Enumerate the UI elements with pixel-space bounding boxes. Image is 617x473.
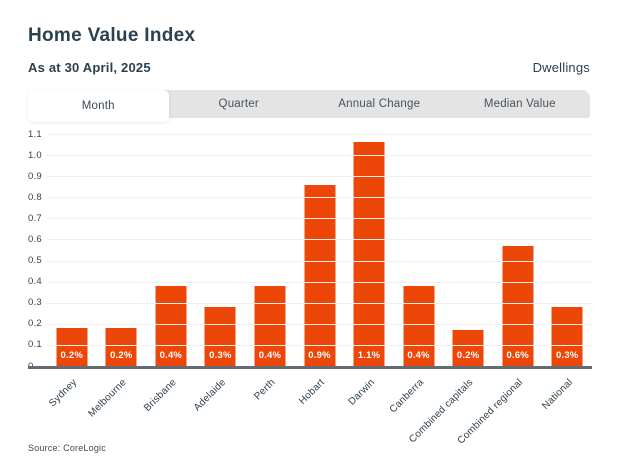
gridline [47,323,592,325]
bar-slot: 0.4% [146,134,196,366]
x-category-label: Adelaide [191,377,229,414]
x-category-label: Perth [252,377,278,403]
x-label-slot: Perth [245,371,295,449]
y-tick-label: 0.1 [28,339,42,351]
bar-slot: 0.2% [443,134,493,366]
bar-value-label: 0.2% [456,350,480,361]
y-tick-label: 0.3 [28,296,42,308]
metric-tab-bar: Month Quarter Annual Change Median Value [28,90,590,122]
y-tick-label: 0.5 [28,254,42,266]
gridline [47,239,592,241]
x-axis-line [28,366,592,369]
y-tick-label: 0.4 [28,275,42,287]
gridline [47,197,592,199]
y-tick-label: 0.2 [28,318,42,330]
gridline [47,281,592,283]
tab-month[interactable]: Month [28,90,169,122]
bar-value-label: 0.9% [308,350,331,361]
x-label-slot: Darwin [344,371,394,449]
source-attribution: Source: CoreLogic [28,443,106,453]
x-category-label: Sydney [47,377,80,410]
bar-perth[interactable]: 0.4% [254,285,286,366]
y-tick-label: 1.0 [28,149,42,161]
bar-sydney[interactable]: 0.2% [56,328,88,366]
x-category-label: National [540,377,576,412]
bar-value-label: 0.4% [258,350,282,361]
y-axis-tick-labels: 0 0.1 0.2 0.3 0.4 0.5 0.6 0.7 0.8 0.9 1.0 1.1 [28,129,47,370]
x-label-slot: National [540,371,592,449]
x-label-slot: Adelaide [192,371,246,449]
bar-slot: 0.4% [394,134,444,366]
plot-area: 0.2% 0.2% 0.4% 0.3% 0.4% 0.9% 1.1% 0.4% 0.2% 0.6%… [47,134,592,366]
bar-value-label: 1.1% [357,350,381,361]
gridline [47,176,592,178]
bar-slot: 0.3% [542,134,592,366]
y-tick-label: 1.1 [28,128,42,140]
x-label-slot: Melbourne [87,371,147,449]
y-tick-label: 0.6 [28,233,42,245]
gridline [47,218,592,220]
tab-quarter[interactable]: Quarter [218,98,259,110]
y-tick-label: 0.7 [28,212,42,224]
bar-slot: 0.3% [196,134,246,366]
gridline [47,134,592,135]
bar-value-label: 0.3% [556,350,579,361]
bar-value-label: 0.6% [506,350,529,361]
gridline [47,260,592,262]
bar-value-label: 0.3% [209,350,232,361]
bar-darwin[interactable]: 1.1% [353,142,385,366]
bar-value-label: 0.2% [110,350,133,361]
gridline [47,344,592,346]
x-category-label: Darwin [346,377,377,408]
bar-combined-regional[interactable]: 0.6% [502,245,534,366]
bar-value-label: 0.2% [60,350,83,361]
bar-brisbane[interactable]: 0.4% [155,285,187,366]
bar-slot: 0.6% [493,134,543,366]
bar-national[interactable]: 0.3% [551,306,583,366]
gridline [47,302,592,304]
bar-slot: 1.1% [344,134,394,366]
bar-value-label: 0.4% [159,350,183,361]
tab-median-value[interactable]: Median Value [483,98,556,110]
gridline [47,155,592,157]
bar-combined-capitals[interactable]: 0.2% [452,330,484,366]
as-at-date: As at 30 April, 2025 [28,60,151,75]
x-label-slot: Combined regional [456,371,543,449]
bar-hobart[interactable]: 0.9% [304,184,335,366]
property-type-label: Dwellings [532,60,590,75]
bar-melbourne[interactable]: 0.2% [105,328,137,366]
bar-slot: 0.2% [47,134,97,366]
x-category-label: Brisbane [141,377,179,414]
y-tick-label: 0.9 [28,170,42,182]
x-label-slot: Hobart [295,371,345,449]
tab-annual-change[interactable]: Annual Change [338,98,421,110]
bar-value-label: 0.4% [407,350,430,361]
x-axis-category-labels: Sydney Melbourne Brisbane Adelaide Perth Hoba… [47,371,592,449]
y-tick-label: 0.8 [28,191,42,203]
bar-slot: 0.2% [97,134,147,366]
page-title: Home Value Index [28,25,196,46]
subtitle-row: As at 30 April, 2025 Dwellings [28,60,590,75]
bars-container: 0.2% 0.2% 0.4% 0.3% 0.4% 0.9% 1.1% 0.4% 0.2% 0.6%… [47,134,592,366]
x-label-slot: Brisbane [142,371,196,449]
bar-chart: 00.10.20.30.40.50.60.70.80.91.01.1 0.2%0… [28,129,592,370]
bar-slot: 0.9% [295,134,345,366]
bar-slot: 0.4% [245,134,295,366]
x-category-label: Hobart [297,377,328,407]
bar-canberra[interactable]: 0.4% [403,285,435,366]
x-category-label: Canberra [387,377,427,416]
bar-adelaide[interactable]: 0.3% [204,306,236,366]
y-tick-label: 0 [28,361,33,371]
